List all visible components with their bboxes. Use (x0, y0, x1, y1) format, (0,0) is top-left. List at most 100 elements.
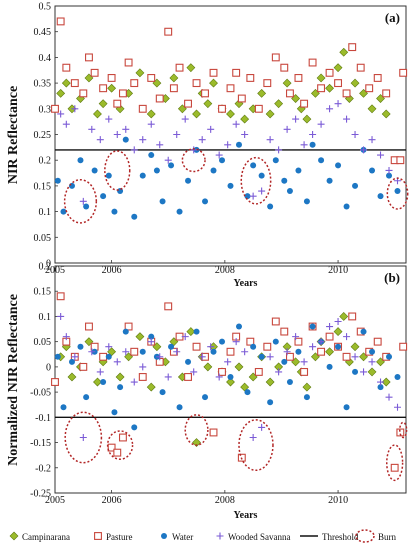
water-point (153, 167, 160, 174)
water-point (105, 172, 112, 179)
water-point (131, 213, 138, 220)
water-point (267, 203, 274, 210)
y-tick-label: 0 (46, 259, 51, 270)
water-point (258, 353, 265, 360)
campinarana-point (240, 382, 250, 392)
wooded-savanna-point (164, 156, 172, 164)
campinarana-point (115, 372, 125, 382)
y-tick-label: 0.15 (34, 287, 52, 298)
pasture-point (232, 68, 241, 77)
wooded-savanna-point (377, 151, 385, 159)
wooded-savanna-point (300, 358, 308, 366)
water-point (54, 353, 61, 360)
campinarana-point (67, 372, 77, 382)
burn-ellipse (104, 150, 131, 191)
wooded-savanna-point (377, 378, 385, 386)
water-point (148, 152, 155, 159)
pasture-point (70, 79, 79, 88)
pasture-point (130, 79, 139, 88)
water-point (111, 409, 118, 416)
campinarana-point (135, 332, 145, 342)
wooded-savanna-point (385, 166, 393, 174)
water-point (250, 343, 257, 350)
water-point (139, 172, 146, 179)
water-point (303, 394, 310, 401)
pasture-point (373, 74, 382, 82)
pasture-point (124, 58, 133, 67)
water-point (100, 379, 107, 386)
pasture-point (209, 428, 218, 437)
wooded-savanna-point (351, 131, 359, 138)
y-tick-label: 0.5 (39, 2, 52, 13)
campinarana-point (146, 382, 156, 392)
y-tick-label: 0.1 (39, 207, 52, 218)
campinarana-point (56, 88, 66, 98)
y-tick-label: 0.4 (39, 53, 52, 64)
wooded-savanna-point (198, 353, 206, 361)
pasture-point (113, 448, 122, 457)
water-point (105, 353, 112, 360)
wooded-savanna-point (96, 136, 104, 144)
campinarana-point (302, 382, 312, 392)
pasture-point (164, 27, 173, 36)
pasture-point (164, 302, 173, 311)
wooded-savanna-point (164, 373, 172, 381)
y-tick-label: -0.15 (30, 438, 51, 449)
wooded-savanna-point (351, 353, 359, 361)
water-point (286, 379, 293, 386)
pasture-point (107, 74, 116, 82)
wooded-savanna-point (292, 333, 300, 341)
campinarana-point (186, 63, 196, 73)
water-point (352, 182, 359, 189)
pasture-point (285, 352, 294, 361)
x-tick-label: 2010 (328, 265, 348, 276)
water-point (176, 208, 183, 215)
wooded-savanna-point (326, 105, 334, 113)
wooded-savanna-point (105, 115, 113, 123)
campinarana-point (333, 63, 343, 73)
pasture-point (280, 63, 289, 72)
wooded-savanna-point (130, 378, 138, 386)
water-point (352, 368, 359, 375)
pasture-point (280, 327, 289, 336)
water-point (272, 338, 279, 345)
wooded-savanna-point (62, 333, 70, 341)
water-point (219, 338, 226, 345)
campinarana-point (192, 109, 201, 119)
pasture-point (226, 84, 235, 93)
water-point (159, 389, 166, 396)
pasture-point (209, 68, 218, 77)
legend-burn-ellipse (355, 529, 375, 543)
wooded-savanna-point (79, 434, 87, 442)
water-point (148, 333, 155, 340)
y-tick-label: 0.15 (34, 181, 52, 192)
wooded-savanna-point (224, 141, 232, 149)
pasture-point (271, 53, 280, 62)
legend-item-burn: Burn (355, 529, 397, 543)
series-water (54, 136, 401, 220)
water-point (202, 198, 209, 205)
campinarana-point (107, 347, 117, 357)
x-axis-label: Years (234, 278, 258, 289)
legend: Campinarana Pasture Water Wooded Savanna Thr… (9, 529, 397, 543)
water-point (83, 203, 90, 210)
pasture-point (300, 99, 309, 108)
water-point (131, 424, 138, 431)
campinarana-point (339, 312, 349, 321)
campinarana-point (381, 109, 391, 119)
legend-item-pasture: Pasture (94, 532, 133, 542)
campinarana-point (61, 78, 71, 88)
y-tick-label: 0.25 (34, 130, 52, 141)
x-tick-label: 2008 (215, 265, 235, 276)
campinarana-point (339, 47, 349, 57)
water-point (286, 188, 293, 195)
wooded-savanna-point (300, 141, 308, 149)
campinarana-point (186, 327, 196, 337)
water-point (335, 343, 342, 350)
y-tick-label: 0.2 (39, 262, 52, 273)
pasture-point (317, 347, 326, 356)
water-point (394, 188, 401, 195)
pasture-point (396, 428, 405, 437)
pasture-point (192, 342, 201, 351)
wooded-savanna-point (275, 368, 283, 376)
